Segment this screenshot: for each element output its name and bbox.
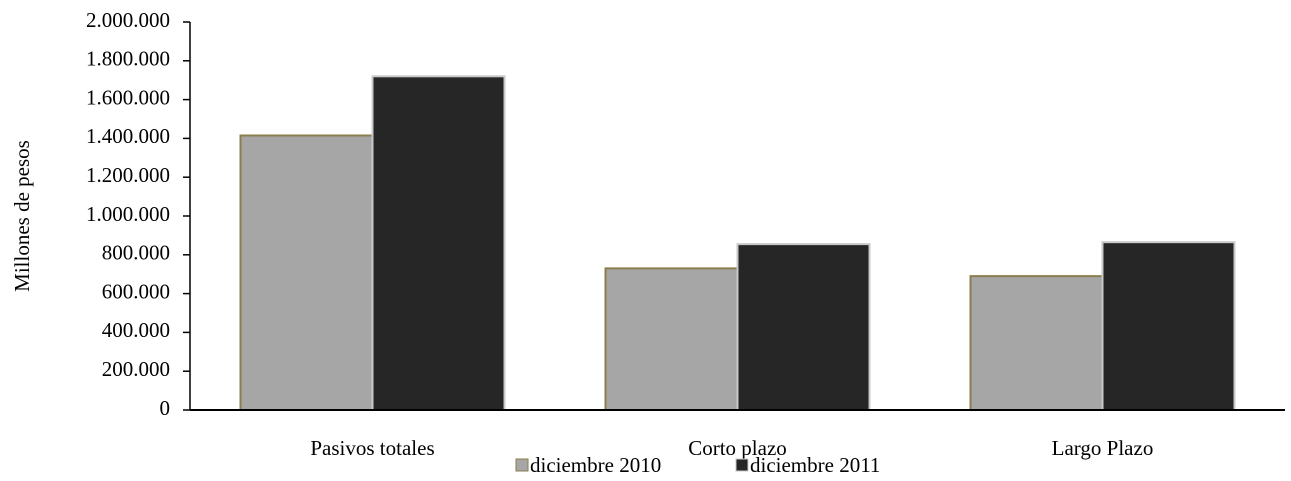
y-tick-label: 400.000 — [102, 318, 170, 342]
bar — [239, 134, 374, 412]
bar — [969, 275, 1104, 412]
legend-swatch — [515, 458, 529, 472]
x-tick-label: Pasivos totales — [310, 436, 434, 460]
y-tick-label: 0 — [160, 396, 171, 420]
x-tick-label: Largo Plazo — [1052, 436, 1154, 460]
y-tick-label: 800.000 — [102, 241, 170, 265]
y-tick-label: 1.600.000 — [86, 85, 170, 109]
y-axis-label: Millones de pesos — [10, 140, 34, 292]
legend-label: diciembre 2011 — [750, 453, 880, 477]
legend-swatch — [735, 458, 749, 472]
y-tick-label: 1.400.000 — [86, 124, 170, 148]
y-tick-label: 1.800.000 — [86, 47, 170, 71]
bar — [736, 243, 871, 411]
x-tick-label: Corto plazo — [688, 436, 787, 460]
y-tick-label: 1.200.000 — [86, 163, 170, 187]
y-tick-label: 200.000 — [102, 357, 170, 381]
y-tick-label: 1.000.000 — [86, 202, 170, 226]
y-tick-label: 2.000.000 — [86, 8, 170, 32]
y-tick-label: 600.000 — [102, 279, 170, 303]
bar — [1101, 241, 1236, 411]
bar — [604, 267, 739, 411]
legend-label: diciembre 2010 — [530, 453, 661, 477]
bar — [371, 75, 506, 411]
